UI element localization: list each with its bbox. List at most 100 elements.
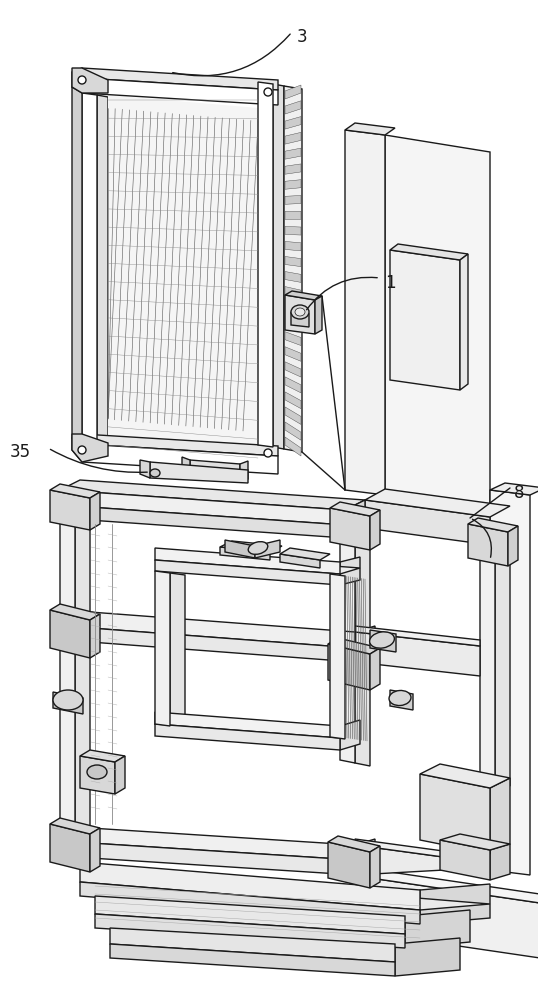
Polygon shape xyxy=(385,135,490,512)
Polygon shape xyxy=(155,548,340,574)
Polygon shape xyxy=(90,628,355,662)
Polygon shape xyxy=(155,724,340,750)
Polygon shape xyxy=(182,457,190,478)
Polygon shape xyxy=(90,612,355,648)
Text: 35: 35 xyxy=(10,443,31,461)
Polygon shape xyxy=(80,750,125,762)
Polygon shape xyxy=(291,312,309,327)
Ellipse shape xyxy=(78,446,86,454)
Polygon shape xyxy=(50,610,90,658)
Polygon shape xyxy=(345,130,385,495)
Polygon shape xyxy=(480,534,495,783)
Polygon shape xyxy=(60,480,365,510)
Polygon shape xyxy=(280,548,330,560)
Polygon shape xyxy=(150,462,248,483)
Polygon shape xyxy=(75,521,90,846)
Polygon shape xyxy=(420,884,490,924)
Polygon shape xyxy=(50,818,100,834)
Polygon shape xyxy=(370,510,380,550)
Polygon shape xyxy=(255,540,280,558)
Polygon shape xyxy=(495,537,510,786)
Polygon shape xyxy=(285,101,301,114)
Polygon shape xyxy=(370,846,380,888)
Ellipse shape xyxy=(87,765,107,779)
Polygon shape xyxy=(355,845,480,875)
Polygon shape xyxy=(490,778,510,854)
Polygon shape xyxy=(108,95,258,458)
Polygon shape xyxy=(285,85,301,99)
Ellipse shape xyxy=(370,632,394,648)
Polygon shape xyxy=(285,195,301,204)
Polygon shape xyxy=(170,573,185,728)
Polygon shape xyxy=(330,574,345,739)
Polygon shape xyxy=(95,914,405,948)
Polygon shape xyxy=(340,720,360,750)
Polygon shape xyxy=(90,828,355,860)
Polygon shape xyxy=(350,869,538,903)
Polygon shape xyxy=(390,244,468,260)
Polygon shape xyxy=(285,132,301,144)
Polygon shape xyxy=(345,123,395,135)
Polygon shape xyxy=(468,524,508,566)
Polygon shape xyxy=(370,630,396,652)
Polygon shape xyxy=(285,272,301,282)
Polygon shape xyxy=(280,554,320,568)
Polygon shape xyxy=(285,117,301,129)
Ellipse shape xyxy=(264,449,272,457)
Polygon shape xyxy=(90,828,100,872)
Polygon shape xyxy=(60,505,345,538)
Polygon shape xyxy=(72,68,82,93)
Polygon shape xyxy=(285,211,301,219)
Polygon shape xyxy=(285,362,301,377)
Polygon shape xyxy=(115,756,125,794)
Polygon shape xyxy=(82,434,278,456)
Polygon shape xyxy=(285,317,301,330)
Polygon shape xyxy=(440,840,490,880)
Polygon shape xyxy=(508,526,518,566)
Ellipse shape xyxy=(248,542,268,554)
Ellipse shape xyxy=(53,690,83,710)
Polygon shape xyxy=(328,638,380,654)
Text: 1: 1 xyxy=(385,274,395,292)
Polygon shape xyxy=(72,68,108,93)
Polygon shape xyxy=(72,434,82,462)
Polygon shape xyxy=(90,492,100,530)
Polygon shape xyxy=(490,483,538,495)
Polygon shape xyxy=(355,839,480,862)
Polygon shape xyxy=(468,518,518,532)
Polygon shape xyxy=(110,944,395,976)
Polygon shape xyxy=(285,407,301,424)
Polygon shape xyxy=(82,444,278,474)
Polygon shape xyxy=(395,938,460,976)
Polygon shape xyxy=(328,836,380,852)
Polygon shape xyxy=(50,604,100,620)
Polygon shape xyxy=(365,500,490,545)
Polygon shape xyxy=(53,692,83,714)
Polygon shape xyxy=(340,557,360,585)
Polygon shape xyxy=(285,291,322,300)
Text: 3: 3 xyxy=(297,28,308,46)
Polygon shape xyxy=(285,287,301,298)
Polygon shape xyxy=(90,614,100,658)
Polygon shape xyxy=(370,648,380,690)
Polygon shape xyxy=(82,68,278,90)
Polygon shape xyxy=(90,843,355,875)
Ellipse shape xyxy=(295,308,305,316)
Polygon shape xyxy=(285,377,301,393)
Polygon shape xyxy=(420,774,490,854)
Polygon shape xyxy=(355,626,375,662)
Polygon shape xyxy=(285,302,301,314)
Polygon shape xyxy=(390,690,413,710)
Polygon shape xyxy=(60,490,345,525)
Polygon shape xyxy=(80,862,420,910)
Polygon shape xyxy=(285,422,301,440)
Polygon shape xyxy=(95,896,405,934)
Polygon shape xyxy=(273,84,284,449)
Polygon shape xyxy=(440,834,510,850)
Polygon shape xyxy=(328,842,370,888)
Polygon shape xyxy=(110,928,395,962)
Ellipse shape xyxy=(150,469,160,477)
Polygon shape xyxy=(355,527,370,766)
Polygon shape xyxy=(405,910,470,948)
Polygon shape xyxy=(365,489,510,517)
